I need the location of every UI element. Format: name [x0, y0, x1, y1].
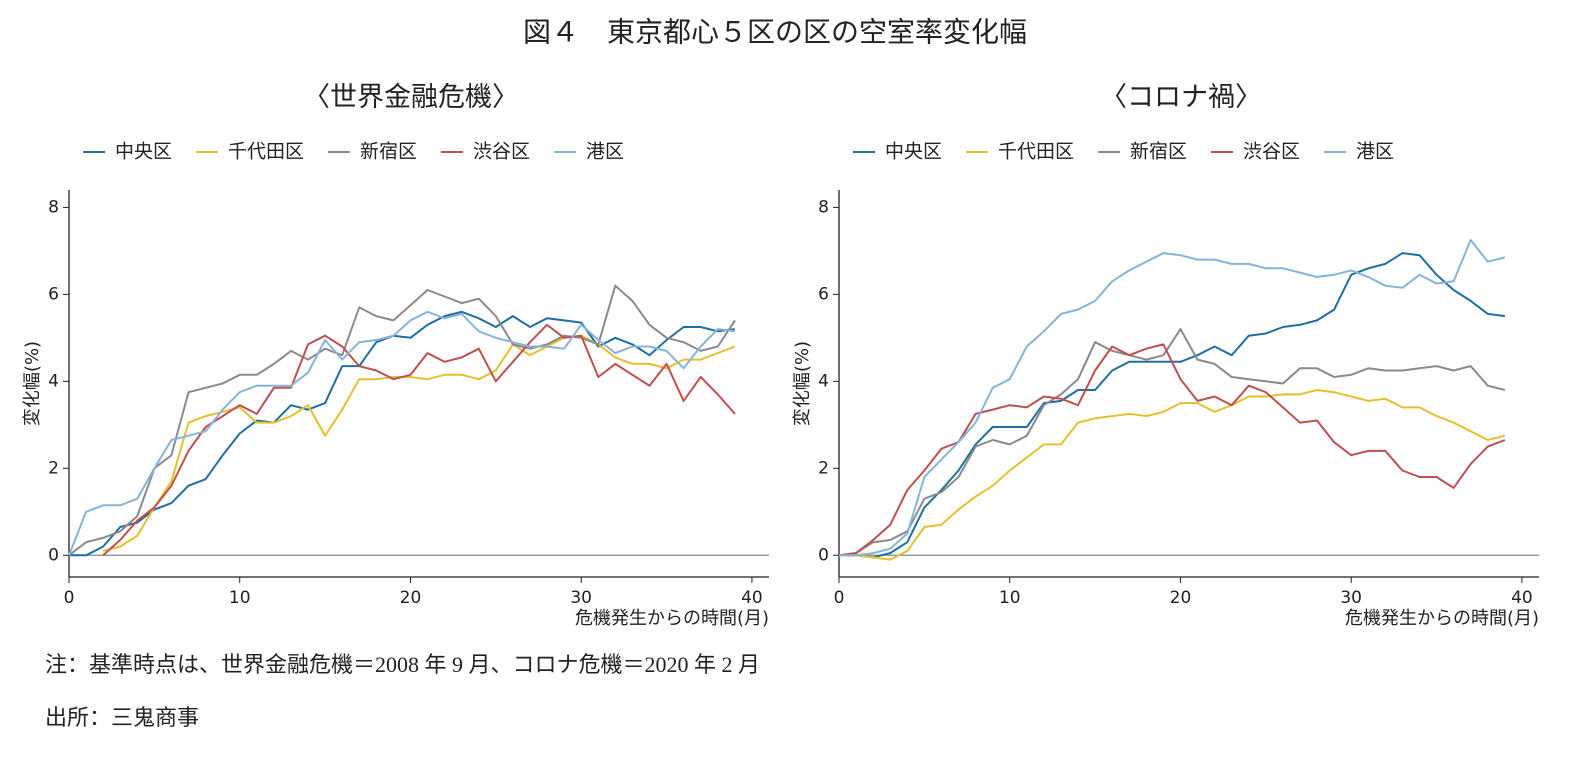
series-line	[839, 252, 1506, 559]
x-tick-label: 20	[1170, 588, 1192, 608]
series-line	[839, 389, 1506, 561]
figure-title: 図４ 東京都心５区の区の空室率変化幅	[523, 16, 1027, 48]
legend-label: 中央区	[885, 141, 942, 163]
series-line	[838, 343, 1506, 557]
x-tick-label: 10	[999, 588, 1021, 608]
series-line	[69, 310, 736, 557]
series-line	[68, 284, 736, 557]
x-tick-label: 10	[229, 588, 251, 608]
legend-label: 千代田区	[228, 141, 304, 163]
y-tick-label: 2	[818, 458, 829, 478]
x-tick-label: 40	[1511, 588, 1533, 608]
legend-label: 中央区	[115, 141, 172, 163]
series-line	[68, 310, 736, 556]
y-axis-label: 変化幅(%)	[792, 341, 813, 426]
y-tick-label: 4	[818, 371, 829, 391]
x-tick-label: 0	[64, 588, 75, 608]
x-tick-label: 40	[741, 588, 763, 608]
x-tick-label: 30	[1340, 588, 1362, 608]
chart-title: 〈コロナ禍〉	[1100, 82, 1262, 112]
series-line	[839, 239, 1506, 557]
x-axis-label: 危機発生からの時間(月)	[1345, 608, 1539, 629]
y-tick-label: 4	[48, 371, 59, 391]
y-axis-label: 変化幅(%)	[22, 341, 43, 426]
y-tick-label: 6	[818, 284, 829, 304]
legend-label: 千代田区	[998, 141, 1074, 163]
x-tick-label: 20	[400, 588, 422, 608]
legend-label: 新宿区	[360, 141, 417, 163]
y-tick-label: 0	[818, 545, 829, 565]
y-tick-label: 6	[48, 284, 59, 304]
legend-label: 新宿区	[1130, 141, 1187, 163]
note: 注：基準時点は、世界金融危機＝2008 年 9 月、コロナ危機＝2020 年 2…	[45, 652, 760, 677]
y-tick-label: 8	[818, 197, 829, 217]
series-line	[102, 334, 736, 552]
series-line	[838, 328, 1506, 557]
x-tick-label: 0	[834, 588, 845, 608]
chart-title: 〈世界金融危機〉	[303, 82, 519, 112]
y-tick-label: 2	[48, 458, 59, 478]
x-axis-label: 危機発生からの時間(月)	[575, 608, 769, 629]
series-line	[102, 323, 736, 557]
legend-label: 渋谷区	[473, 141, 530, 163]
y-tick-label: 0	[48, 545, 59, 565]
source: 出所：三鬼商事	[45, 705, 199, 730]
legend-label: 港区	[586, 141, 624, 163]
legend-label: 渋谷区	[1243, 141, 1300, 163]
legend-label: 港区	[1356, 141, 1394, 163]
x-tick-label: 30	[570, 588, 592, 608]
y-tick-label: 8	[48, 197, 59, 217]
